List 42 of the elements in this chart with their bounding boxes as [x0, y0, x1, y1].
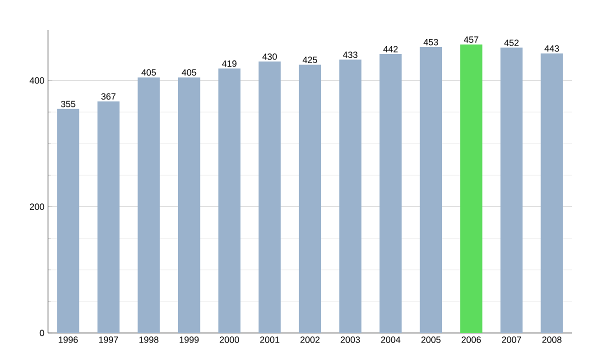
data-label: 419 [222, 60, 236, 67]
x-tick-label: 2003 [340, 336, 360, 343]
data-label: 452 [504, 40, 519, 46]
bar [298, 64, 322, 333]
x-tick-label: 2004 [381, 336, 400, 343]
x-tick-label: 2007 [502, 336, 522, 343]
bar [339, 60, 362, 333]
data-label: 457 [464, 36, 478, 43]
bar [97, 101, 120, 333]
data-label: 443 [544, 45, 559, 52]
data-label: 405 [141, 69, 156, 76]
data-label: 453 [424, 38, 438, 46]
x-tick-label: 2000 [220, 336, 240, 343]
bar [380, 54, 402, 333]
data-label: 442 [383, 46, 398, 52]
x-tick-label: 2005 [421, 336, 441, 343]
x-tick-label: 2006 [462, 336, 481, 343]
data-label: 405 [182, 69, 196, 76]
data-label: 367 [101, 93, 116, 100]
x-tick-label: 1996 [58, 336, 78, 343]
y-tick-label: 0 [40, 330, 44, 336]
bar [178, 77, 200, 333]
data-label: 433 [343, 52, 358, 58]
x-tick-label: 1998 [139, 336, 158, 343]
bar [420, 47, 442, 333]
y-tick-label: 400 [30, 77, 44, 84]
bar [57, 108, 80, 333]
bar [460, 44, 482, 333]
y-tick-label: 200 [30, 204, 44, 210]
bar [540, 53, 563, 333]
data-label: 355 [61, 100, 76, 108]
x-tick-label: 1997 [99, 336, 118, 343]
bar [500, 48, 523, 333]
x-tick-label: 1999 [180, 336, 199, 343]
bar [258, 62, 281, 333]
x-tick-label: 2001 [260, 336, 280, 343]
x-tick-label: 2002 [300, 336, 320, 343]
bar [218, 68, 240, 333]
bar [138, 77, 160, 333]
x-tick-label: 2008 [542, 336, 562, 343]
data-label: 425 [302, 56, 318, 64]
data-label: 430 [262, 53, 277, 60]
